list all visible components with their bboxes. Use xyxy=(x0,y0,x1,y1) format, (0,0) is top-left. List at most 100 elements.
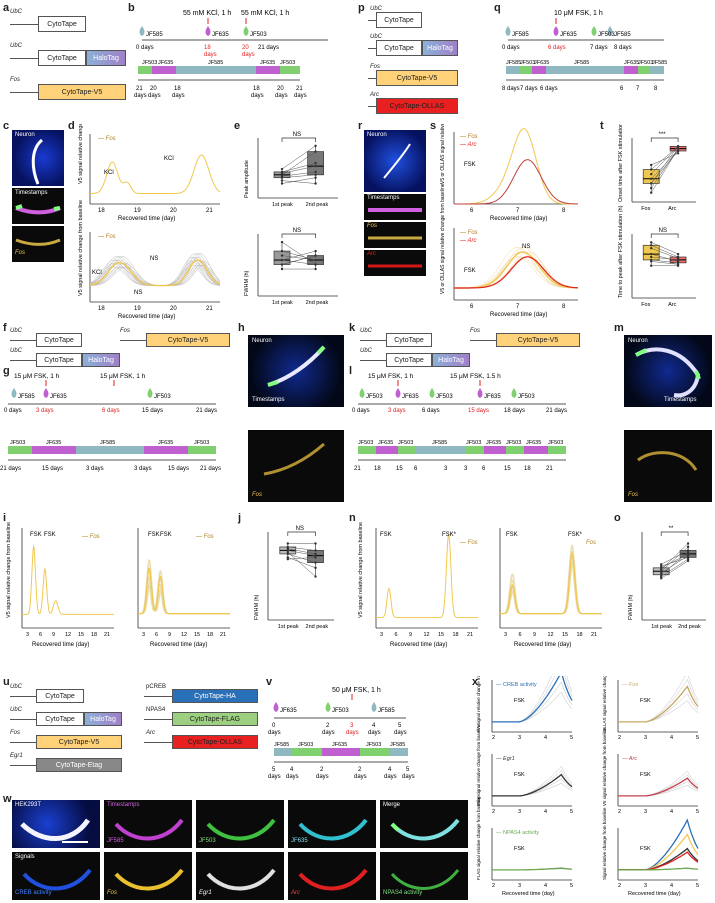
tick-label: 15 xyxy=(78,632,84,638)
svg-text:days: days xyxy=(268,730,281,736)
data-point xyxy=(314,267,317,271)
data-point xyxy=(280,240,284,244)
svg-text:JF635: JF635 xyxy=(624,60,639,66)
svg-text:days: days xyxy=(134,93,147,99)
panel-label-t: t xyxy=(600,120,604,132)
panel-label-o: o xyxy=(614,512,621,524)
svg-text:3 days: 3 days xyxy=(36,408,54,414)
cytotape-box: CytoTape xyxy=(376,40,422,56)
y-axis-label: V5 signal relative change from baseline xyxy=(358,522,364,618)
mean-trace xyxy=(618,867,699,871)
paired-line xyxy=(287,546,316,551)
cytotape-box: CytoTape xyxy=(386,333,432,347)
arc-image: Arc xyxy=(288,852,376,900)
data-point xyxy=(286,542,289,545)
data-point xyxy=(314,263,317,266)
y-axis-label: Signal relative change from baseline xyxy=(602,807,607,880)
fsk-marker: FSK xyxy=(506,532,518,538)
tick-label: 3 xyxy=(644,883,647,889)
fsk-marker: FSK xyxy=(30,532,42,538)
data-point xyxy=(314,556,317,559)
x-axis-label: Recovered time (day) xyxy=(390,642,447,648)
y-axis-label: V5 or OLLAS signal relative change from … xyxy=(440,124,446,184)
svg-text:15 μM FSK, 1 h: 15 μM FSK, 1 h xyxy=(14,373,60,380)
paired-line xyxy=(281,162,316,173)
panel-label-e: e xyxy=(234,120,241,132)
svg-text:JF635: JF635 xyxy=(212,32,229,38)
paired-line xyxy=(281,174,316,178)
x-axis-label: Recovered time (day) xyxy=(514,642,571,648)
data-point xyxy=(676,263,680,266)
fsk-marker: FSK xyxy=(380,532,392,538)
panel-label-l: l xyxy=(349,365,353,377)
svg-text:days: days xyxy=(172,93,185,99)
svg-text:7: 7 xyxy=(636,86,640,92)
x-tick-label: Arc xyxy=(668,302,677,308)
svg-text:JF503: JF503 xyxy=(506,440,521,446)
paired-line xyxy=(281,255,316,261)
panel-label-j: j xyxy=(238,512,242,524)
x-axis-label: Recovered time (day) xyxy=(118,314,175,320)
x-tick-label: 2nd peak xyxy=(678,624,701,630)
svg-text:JF635: JF635 xyxy=(50,394,67,400)
tick-label: 21 xyxy=(220,632,226,638)
paired-line xyxy=(281,145,316,170)
svg-text:JF585: JF585 xyxy=(574,60,589,66)
tick-label: 9 xyxy=(168,632,171,638)
neuron-timestamps-image: Neuron Timestamps xyxy=(624,335,712,407)
mean-trace xyxy=(618,818,699,871)
drop-jf585 xyxy=(139,26,145,36)
data-point xyxy=(676,252,680,256)
svg-text:JF585: JF585 xyxy=(390,742,405,748)
tick-label: 6 xyxy=(39,632,42,638)
data-point xyxy=(314,554,317,557)
cytotape-v5-box: CytoTape-V5 xyxy=(146,333,230,347)
paired-line xyxy=(287,551,316,577)
halotag-box: HaloTag xyxy=(432,353,470,367)
panel-label-b: b xyxy=(128,2,135,14)
fsk-marker: FSK xyxy=(464,268,476,274)
data-point xyxy=(286,552,289,556)
data-point xyxy=(686,550,690,554)
data-point xyxy=(314,170,317,174)
tick-label: 7 xyxy=(516,304,520,310)
svg-text:JF635: JF635 xyxy=(378,440,393,446)
svg-text:15 days: 15 days xyxy=(42,466,63,472)
cytotape-ollas-box: CytoTape-OLLAS xyxy=(376,98,458,114)
svg-text:JF503: JF503 xyxy=(142,60,157,66)
panel-o-chart: ** 1st peak 2nd peak FWHM (h) xyxy=(628,526,706,630)
data-point xyxy=(286,547,289,550)
paired-line xyxy=(661,560,689,579)
tick-label: 18 xyxy=(98,306,105,312)
svg-text:21: 21 xyxy=(296,86,303,92)
svg-text:21: 21 xyxy=(546,466,553,472)
svg-text:21: 21 xyxy=(354,466,361,472)
svg-text:8 days: 8 days xyxy=(502,86,520,92)
data-point xyxy=(280,167,284,171)
x-tick-label: 2nd peak xyxy=(306,202,329,208)
svg-text:days: days xyxy=(294,93,307,99)
tick-label: 4 xyxy=(544,735,547,741)
svg-text:21 days: 21 days xyxy=(196,408,217,414)
neuron-image: Neuron xyxy=(364,130,426,192)
neuron-timestamps-image: Neuron Timestamps xyxy=(248,335,344,407)
svg-text:6 days: 6 days xyxy=(102,408,120,414)
svg-text:3 days: 3 days xyxy=(134,466,152,472)
mean-trace xyxy=(492,867,573,871)
legend-fos: — Fos xyxy=(97,136,116,142)
tick-label: 4 xyxy=(544,883,547,889)
svg-text:days: days xyxy=(242,52,255,58)
paired-line xyxy=(661,543,689,570)
svg-text:JF503: JF503 xyxy=(520,60,535,66)
legend-label: — CREB activity xyxy=(496,682,537,688)
paired-line xyxy=(287,557,316,569)
cytotape-box: CytoTape xyxy=(386,353,432,367)
data-point xyxy=(314,549,317,552)
creb-image: Signals CREB activity xyxy=(12,852,100,900)
panel-label-i: i xyxy=(3,512,7,524)
paired-line xyxy=(281,180,316,184)
data-point xyxy=(286,556,289,559)
mean-trace xyxy=(618,685,699,723)
